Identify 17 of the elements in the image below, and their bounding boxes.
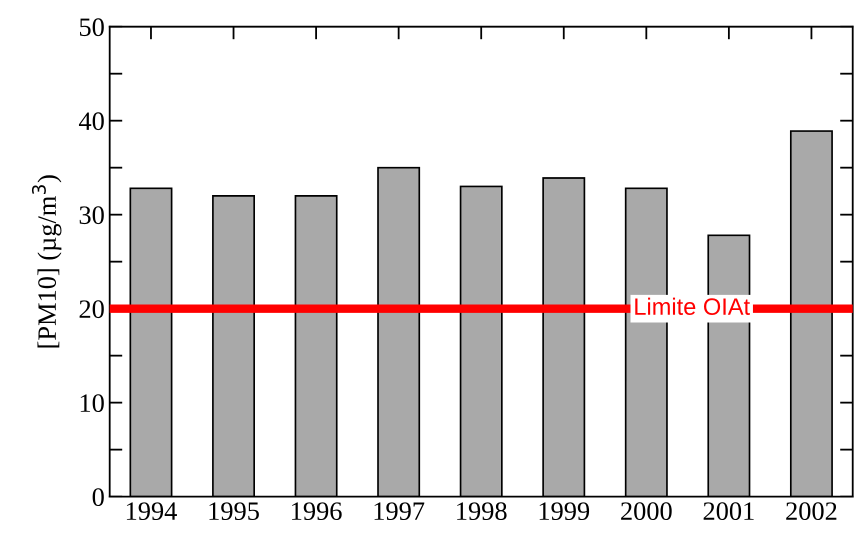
y-tick-label: 30 [80, 206, 104, 224]
y-tick-label: 40 [78, 112, 104, 130]
x-tick-label: 1997 [374, 502, 424, 520]
x-tick-label: 2000 [621, 502, 672, 520]
ref-line-label: Limite OIAt [635, 298, 750, 315]
y-tick-label: 0 [92, 488, 104, 506]
y-tick-label: 20 [80, 300, 104, 318]
y-tick-label: 50 [80, 18, 104, 36]
x-tick-label: 1999 [540, 502, 590, 520]
y-tick-label: 10 [80, 394, 104, 412]
x-tick-label: 1995 [209, 502, 259, 520]
x-tick-label: 2001 [704, 502, 754, 520]
x-tick-label: 1994 [126, 502, 177, 520]
x-tick-label: 1996 [292, 502, 342, 520]
x-tick-label: 1998 [457, 502, 507, 520]
x-tick-label: 2002 [786, 502, 836, 520]
y-axis-title: [PM10] (µg/m$^{3}$) [32, 175, 62, 348]
